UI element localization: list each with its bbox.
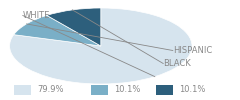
Text: HISPANIC: HISPANIC <box>173 46 212 55</box>
Text: 10.1%: 10.1% <box>114 86 140 94</box>
Text: WHITE: WHITE <box>23 11 50 20</box>
Text: 79.9%: 79.9% <box>37 86 64 94</box>
Wedge shape <box>14 15 101 46</box>
FancyBboxPatch shape <box>14 85 31 95</box>
FancyBboxPatch shape <box>156 85 173 95</box>
Wedge shape <box>10 8 192 84</box>
Text: BLACK: BLACK <box>163 59 191 68</box>
FancyBboxPatch shape <box>91 85 108 95</box>
Wedge shape <box>47 8 101 46</box>
Text: 10.1%: 10.1% <box>179 86 205 94</box>
